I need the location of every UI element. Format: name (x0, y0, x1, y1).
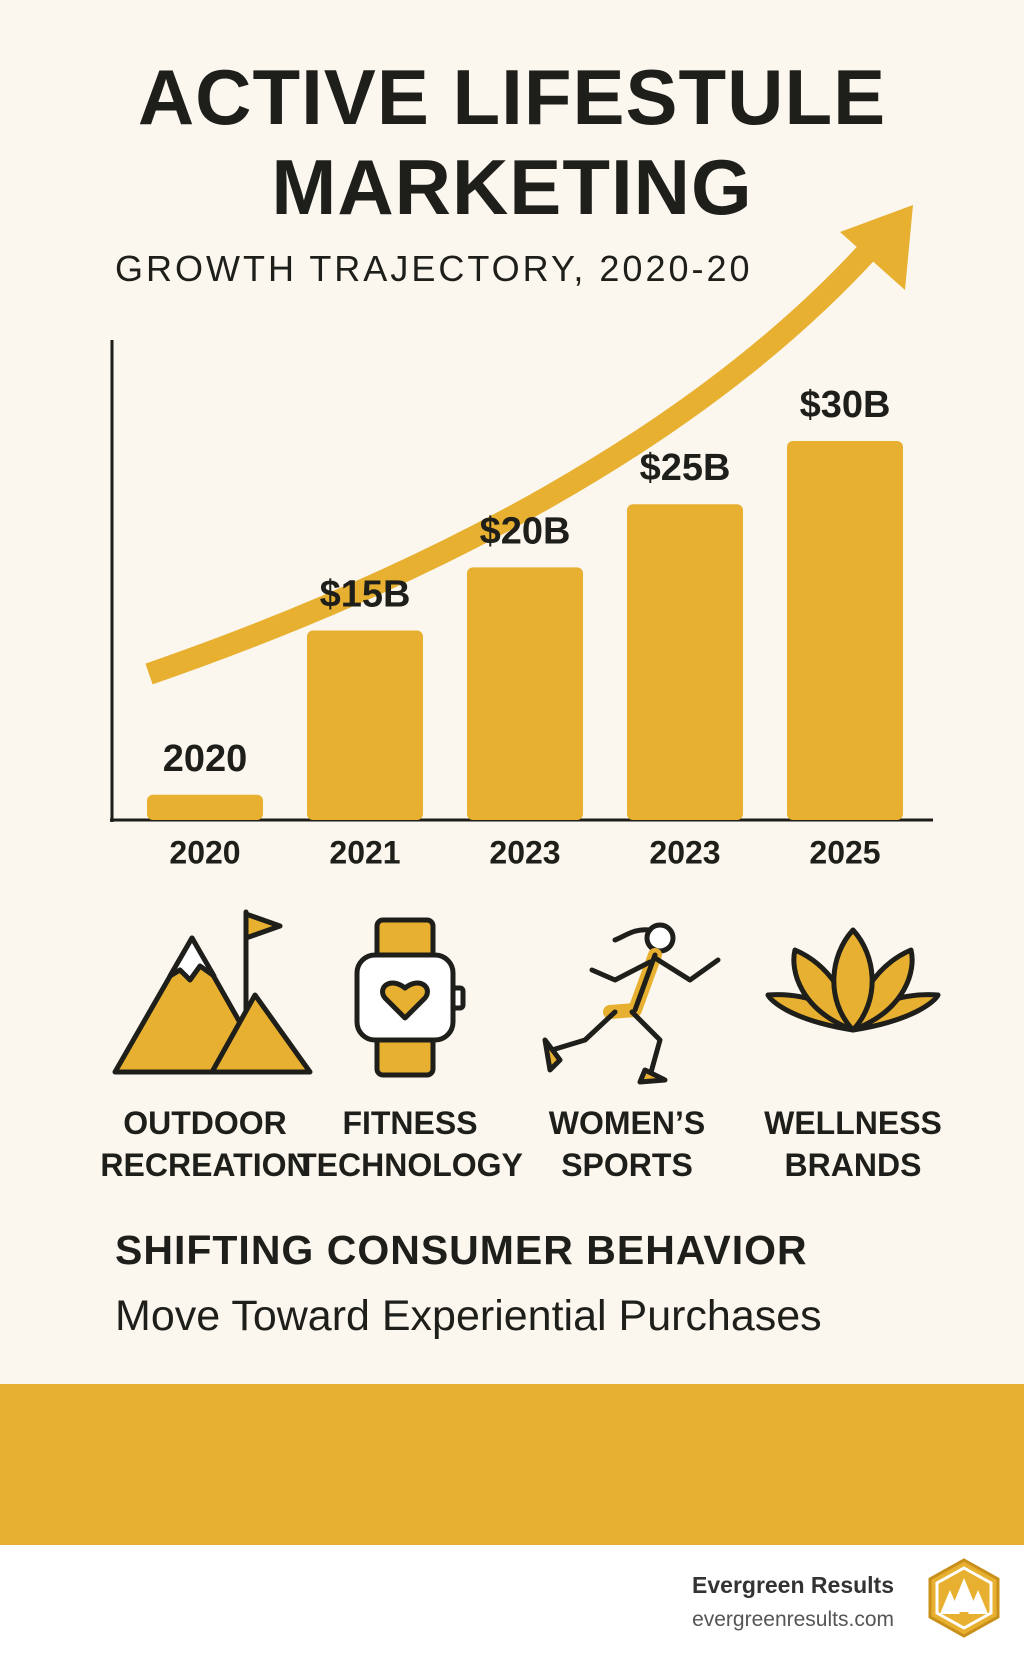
bar-label: $30B (800, 384, 891, 426)
segment-label: FITNESS TECHNOLOGY (290, 1102, 530, 1186)
bar-label: $20B (480, 510, 571, 552)
footer-brand: Evergreen Results (692, 1572, 894, 1598)
x-tick-label: 2023 (489, 834, 560, 870)
subtitle: GROWTH TRAJECTORY, 2020-20 (115, 248, 753, 289)
bar (467, 567, 583, 820)
x-tick-label: 2021 (329, 834, 400, 870)
segment-label-line: SPORTS (561, 1147, 693, 1183)
x-tick-label: 2023 (649, 834, 720, 870)
runner-icon (542, 922, 721, 1085)
footer (0, 1545, 1024, 1666)
mountain-icon (112, 909, 313, 1075)
message-heading: SHIFTING CONSUMER BEHAVIOR (115, 1227, 808, 1273)
bar (147, 794, 263, 820)
segment-label-line: OUTDOOR (123, 1105, 287, 1141)
title: ACTIVE LIFESTULE MARKETING (137, 53, 887, 231)
icons (112, 909, 941, 1085)
segment-label-line: FITNESS (342, 1105, 478, 1141)
lotus-icon (765, 927, 941, 1033)
x-tick-label: 2020 (169, 834, 240, 870)
bar-label: $15B (320, 574, 411, 616)
logo (928, 1558, 1000, 1638)
segment-label: WELLNESS BRANDS (733, 1102, 973, 1186)
message-text: Move Toward Experiential Purchases (115, 1292, 822, 1340)
segment-label: WOMEN’S SPORTS (507, 1102, 747, 1186)
segment-label-line: WOMEN’S (548, 1105, 706, 1141)
bar-label: 2020 (163, 738, 248, 780)
segment-label-line: TECHNOLOGY (297, 1147, 523, 1183)
segment-label-line: BRANDS (784, 1147, 922, 1183)
bar-label: $25B (640, 447, 731, 489)
segment-label-line: WELLNESS (764, 1105, 942, 1141)
segment-label-line: RECREATION (100, 1147, 310, 1183)
bar (787, 441, 903, 820)
arrow-head (840, 205, 913, 290)
segment-label: OUTDOOR RECREATION (85, 1102, 325, 1186)
growth-arrow (145, 232, 887, 685)
bar (307, 630, 423, 820)
x-tick-label: 2025 (809, 834, 880, 870)
yellow-band (0, 1384, 1024, 1545)
footer-url: evergreenresults.com (692, 1608, 894, 1631)
bar (627, 504, 743, 820)
chart: 2020 2020 $15B 2021 $20B 2023 $25B 2023 $30B 2025 (110, 205, 933, 870)
watch-icon (354, 917, 466, 1078)
